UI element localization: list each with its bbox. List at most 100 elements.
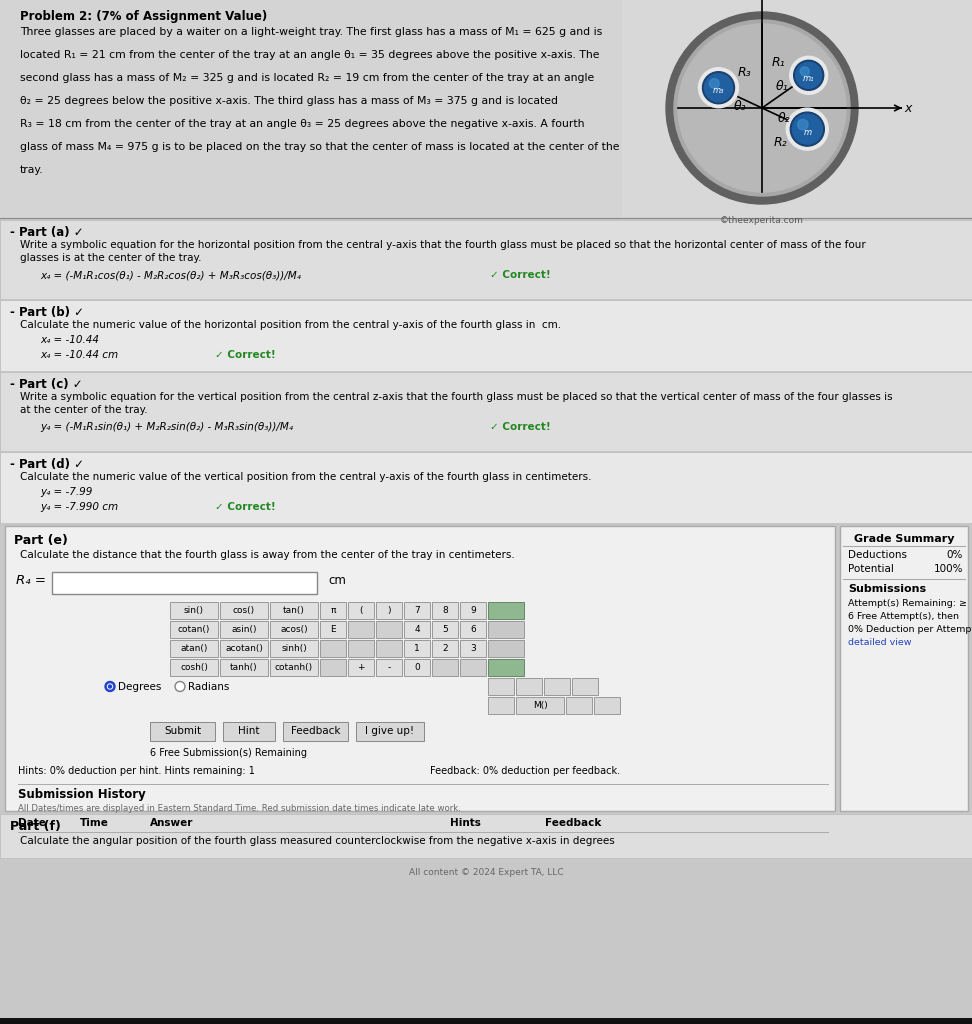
- Text: I give up!: I give up!: [365, 726, 415, 736]
- Bar: [432, 621, 458, 638]
- Circle shape: [109, 685, 112, 688]
- Text: 2: 2: [442, 644, 448, 653]
- Text: Problem 2: (7% of Assignment Value): Problem 2: (7% of Assignment Value): [20, 10, 267, 23]
- Circle shape: [794, 60, 823, 90]
- Bar: [516, 697, 564, 714]
- Bar: [488, 602, 524, 618]
- Text: tan(): tan(): [283, 606, 305, 615]
- Bar: [544, 678, 570, 695]
- Text: Hints: Hints: [450, 818, 481, 828]
- Bar: [270, 621, 318, 638]
- Text: Calculate the distance that the fourth glass is away from the center of the tray: Calculate the distance that the fourth g…: [20, 550, 515, 560]
- Bar: [0, 452, 972, 524]
- Text: R₃: R₃: [738, 66, 751, 79]
- Text: Calculate the numeric value of the vertical position from the central y-axis of : Calculate the numeric value of the verti…: [20, 472, 592, 482]
- Circle shape: [705, 74, 733, 101]
- Bar: [376, 659, 402, 676]
- Text: Degrees: Degrees: [118, 682, 161, 691]
- Text: x₄ = (-M₁R₁cos(θ₁) - M₂R₂cos(θ₂) + M₃R₃cos(θ₃))/M₄: x₄ = (-M₁R₁cos(θ₁) - M₂R₂cos(θ₂) + M₃R₃c…: [40, 270, 301, 280]
- Circle shape: [175, 682, 185, 691]
- Text: acos(): acos(): [280, 625, 308, 634]
- Circle shape: [703, 72, 735, 103]
- Circle shape: [786, 109, 828, 151]
- Text: Hints: 0% deduction per hint. Hints remaining: 1: Hints: 0% deduction per hint. Hints rema…: [18, 766, 255, 776]
- Text: asin(): asin(): [231, 625, 257, 634]
- Text: sinh(): sinh(): [281, 644, 307, 653]
- Text: located R₁ = 21 cm from the center of the tray at an angle θ₁ = 35 degrees above: located R₁ = 21 cm from the center of th…: [20, 50, 600, 60]
- Bar: [0, 372, 972, 452]
- Bar: [404, 640, 430, 657]
- Bar: [594, 697, 620, 714]
- Text: 0%: 0%: [947, 550, 963, 560]
- Text: Feedback: Feedback: [291, 726, 340, 736]
- Bar: [170, 640, 218, 657]
- Text: at the center of the tray.: at the center of the tray.: [20, 406, 148, 415]
- Text: 6: 6: [470, 625, 476, 634]
- Text: m₁: m₁: [803, 74, 815, 83]
- Text: -: -: [388, 663, 391, 672]
- Text: Hint: Hint: [238, 726, 260, 736]
- Bar: [404, 659, 430, 676]
- Circle shape: [792, 114, 822, 144]
- Bar: [170, 659, 218, 676]
- Text: Time: Time: [80, 818, 109, 828]
- Text: ✓ Correct!: ✓ Correct!: [490, 422, 551, 432]
- Bar: [0, 0, 640, 218]
- Text: R₃ = 18 cm from the center of the tray at an angle θ₃ = 25 degrees above the neg: R₃ = 18 cm from the center of the tray a…: [20, 119, 584, 129]
- Text: - Part (c) ✓: - Part (c) ✓: [10, 378, 83, 391]
- Text: - Part (a) ✓: - Part (a) ✓: [10, 226, 84, 239]
- Text: ): ): [387, 606, 391, 615]
- Bar: [460, 659, 486, 676]
- Bar: [356, 722, 424, 741]
- Circle shape: [108, 684, 113, 689]
- Bar: [622, 0, 972, 218]
- Text: Grade Summary: Grade Summary: [853, 534, 955, 544]
- Text: Deductions: Deductions: [848, 550, 907, 560]
- Text: x₄ = -10.44 cm: x₄ = -10.44 cm: [40, 350, 119, 360]
- Text: Feedback: Feedback: [545, 818, 602, 828]
- Text: Submissions: Submissions: [848, 584, 926, 594]
- Bar: [840, 526, 968, 811]
- Bar: [5, 526, 835, 811]
- Circle shape: [678, 24, 846, 193]
- Bar: [0, 220, 972, 300]
- Text: Submit: Submit: [164, 726, 201, 736]
- Bar: [488, 697, 514, 714]
- Circle shape: [105, 682, 115, 691]
- Text: tanh(): tanh(): [230, 663, 258, 672]
- Text: R₄ =: R₄ =: [16, 574, 46, 587]
- Text: Calculate the angular position of the fourth glass measured counterclockwise fro: Calculate the angular position of the fo…: [20, 836, 614, 846]
- Text: 0: 0: [414, 663, 420, 672]
- Circle shape: [800, 67, 810, 76]
- Text: M(): M(): [533, 701, 547, 710]
- Text: E: E: [330, 625, 335, 634]
- Bar: [170, 602, 218, 618]
- Text: +: +: [358, 663, 364, 672]
- Bar: [320, 621, 346, 638]
- Text: x: x: [904, 101, 912, 115]
- Text: atan(): atan(): [181, 644, 208, 653]
- Bar: [220, 621, 268, 638]
- Text: m₃: m₃: [712, 86, 724, 95]
- Text: Three glasses are placed by a waiter on a light-weight tray. The first glass has: Three glasses are placed by a waiter on …: [20, 27, 603, 37]
- Bar: [0, 1018, 972, 1024]
- Bar: [220, 640, 268, 657]
- Bar: [220, 602, 268, 618]
- Bar: [348, 640, 374, 657]
- Bar: [432, 659, 458, 676]
- Text: 9: 9: [470, 606, 476, 615]
- Text: Part (f): Part (f): [10, 820, 61, 833]
- Text: Submission History: Submission History: [18, 788, 146, 801]
- Text: cotan(): cotan(): [178, 625, 210, 634]
- Bar: [320, 659, 346, 676]
- Text: θ₁: θ₁: [776, 80, 788, 93]
- Text: cos(): cos(): [233, 606, 255, 615]
- Text: R₂: R₂: [774, 136, 787, 150]
- Bar: [270, 659, 318, 676]
- Bar: [52, 572, 317, 594]
- Bar: [348, 602, 374, 618]
- Bar: [460, 621, 486, 638]
- Bar: [432, 640, 458, 657]
- Bar: [566, 697, 592, 714]
- Bar: [0, 814, 972, 858]
